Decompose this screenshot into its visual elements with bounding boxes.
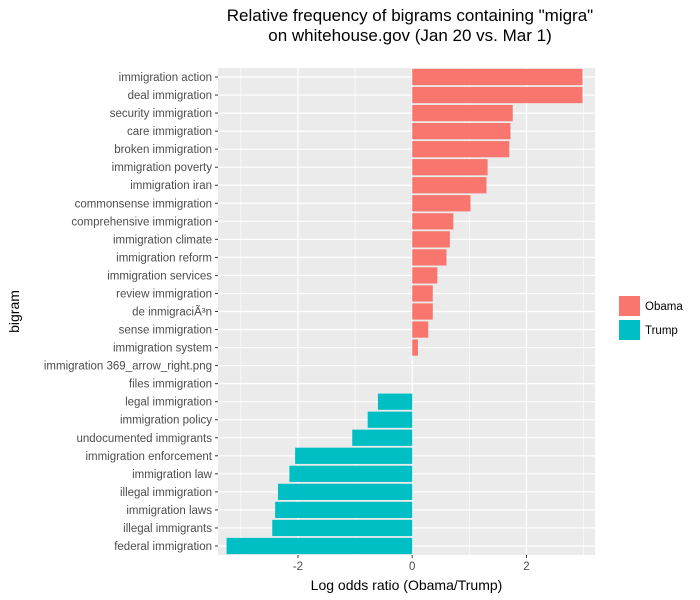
y-tick-label: deal immigration xyxy=(128,90,212,102)
legend: Obama Trump xyxy=(619,296,683,340)
y-tick-label: review immigration xyxy=(116,288,212,300)
y-tick-label: legal immigration xyxy=(125,397,212,409)
y-tick-label: immigration climate xyxy=(113,234,212,246)
y-tick-label: de inmigraciÃ³n xyxy=(132,306,212,319)
bar xyxy=(289,465,413,482)
x-tick-label: 0 xyxy=(409,561,415,573)
bar xyxy=(352,429,413,446)
y-tick-label: immigration policy xyxy=(120,415,212,427)
y-axis-ticks: immigration action deal immigration securi… xyxy=(44,72,218,553)
y-tick-label: federal immigration xyxy=(114,541,212,553)
y-tick-label: immigration poverty xyxy=(112,162,213,174)
y-tick-label: broken immigration xyxy=(114,144,212,156)
bar xyxy=(412,141,510,158)
y-tick-label: sense immigration xyxy=(119,325,212,337)
y-tick-label: commonsense immigration xyxy=(75,198,212,210)
x-axis-ticks: -2 0 2 xyxy=(293,555,530,573)
y-tick-label: illegal immigration xyxy=(120,487,212,499)
x-tick-label: -2 xyxy=(293,561,303,573)
y-tick-label: undocumented immigrants xyxy=(76,433,212,445)
y-tick-label: security immigration xyxy=(110,108,212,120)
bar xyxy=(367,411,413,428)
bar xyxy=(412,123,511,140)
legend-label: Obama xyxy=(645,301,683,313)
bar xyxy=(412,177,487,194)
legend-label: Trump xyxy=(645,325,678,337)
y-tick-label: immigration iran xyxy=(130,180,212,192)
bar xyxy=(412,104,513,122)
bar xyxy=(412,213,454,230)
x-tick-label: 2 xyxy=(523,561,529,573)
bar xyxy=(412,267,438,284)
y-axis-title: bigram xyxy=(6,290,22,333)
legend-swatch xyxy=(619,320,640,340)
bar xyxy=(412,86,583,104)
bar xyxy=(272,519,413,537)
y-tick-label: illegal immigrants xyxy=(123,523,212,535)
bar xyxy=(275,501,413,519)
bar xyxy=(377,393,413,410)
y-tick-label: immigration system xyxy=(113,343,212,355)
x-axis-title: Log odds ratio (Obama/Trump) xyxy=(311,577,503,593)
y-tick-label: immigration services xyxy=(107,270,212,282)
legend-swatch xyxy=(619,296,640,316)
bar xyxy=(412,231,450,248)
y-tick-label: immigration 369_arrow_right.png xyxy=(44,361,212,373)
y-tick-label: comprehensive immigration xyxy=(71,216,212,228)
y-tick-label: immigration law xyxy=(132,469,213,481)
chart-title: Relative frequency of bigrams containing… xyxy=(226,6,594,45)
bar xyxy=(412,159,488,176)
bars xyxy=(226,68,583,555)
bar xyxy=(277,483,413,500)
bar xyxy=(412,68,583,86)
y-tick-label: immigration action xyxy=(119,72,212,84)
y-tick-label: files immigration xyxy=(129,379,212,391)
bar xyxy=(412,303,433,320)
bar xyxy=(412,321,429,338)
y-tick-label: care immigration xyxy=(127,126,212,138)
bar xyxy=(412,249,447,266)
bar xyxy=(412,285,433,302)
y-tick-label: immigration enforcement xyxy=(85,451,212,463)
bar xyxy=(295,447,413,464)
y-tick-label: immigration laws xyxy=(126,505,212,517)
bar xyxy=(412,195,471,212)
y-tick-label: immigration reform xyxy=(116,252,212,264)
bar xyxy=(412,339,418,356)
bar xyxy=(226,537,413,555)
